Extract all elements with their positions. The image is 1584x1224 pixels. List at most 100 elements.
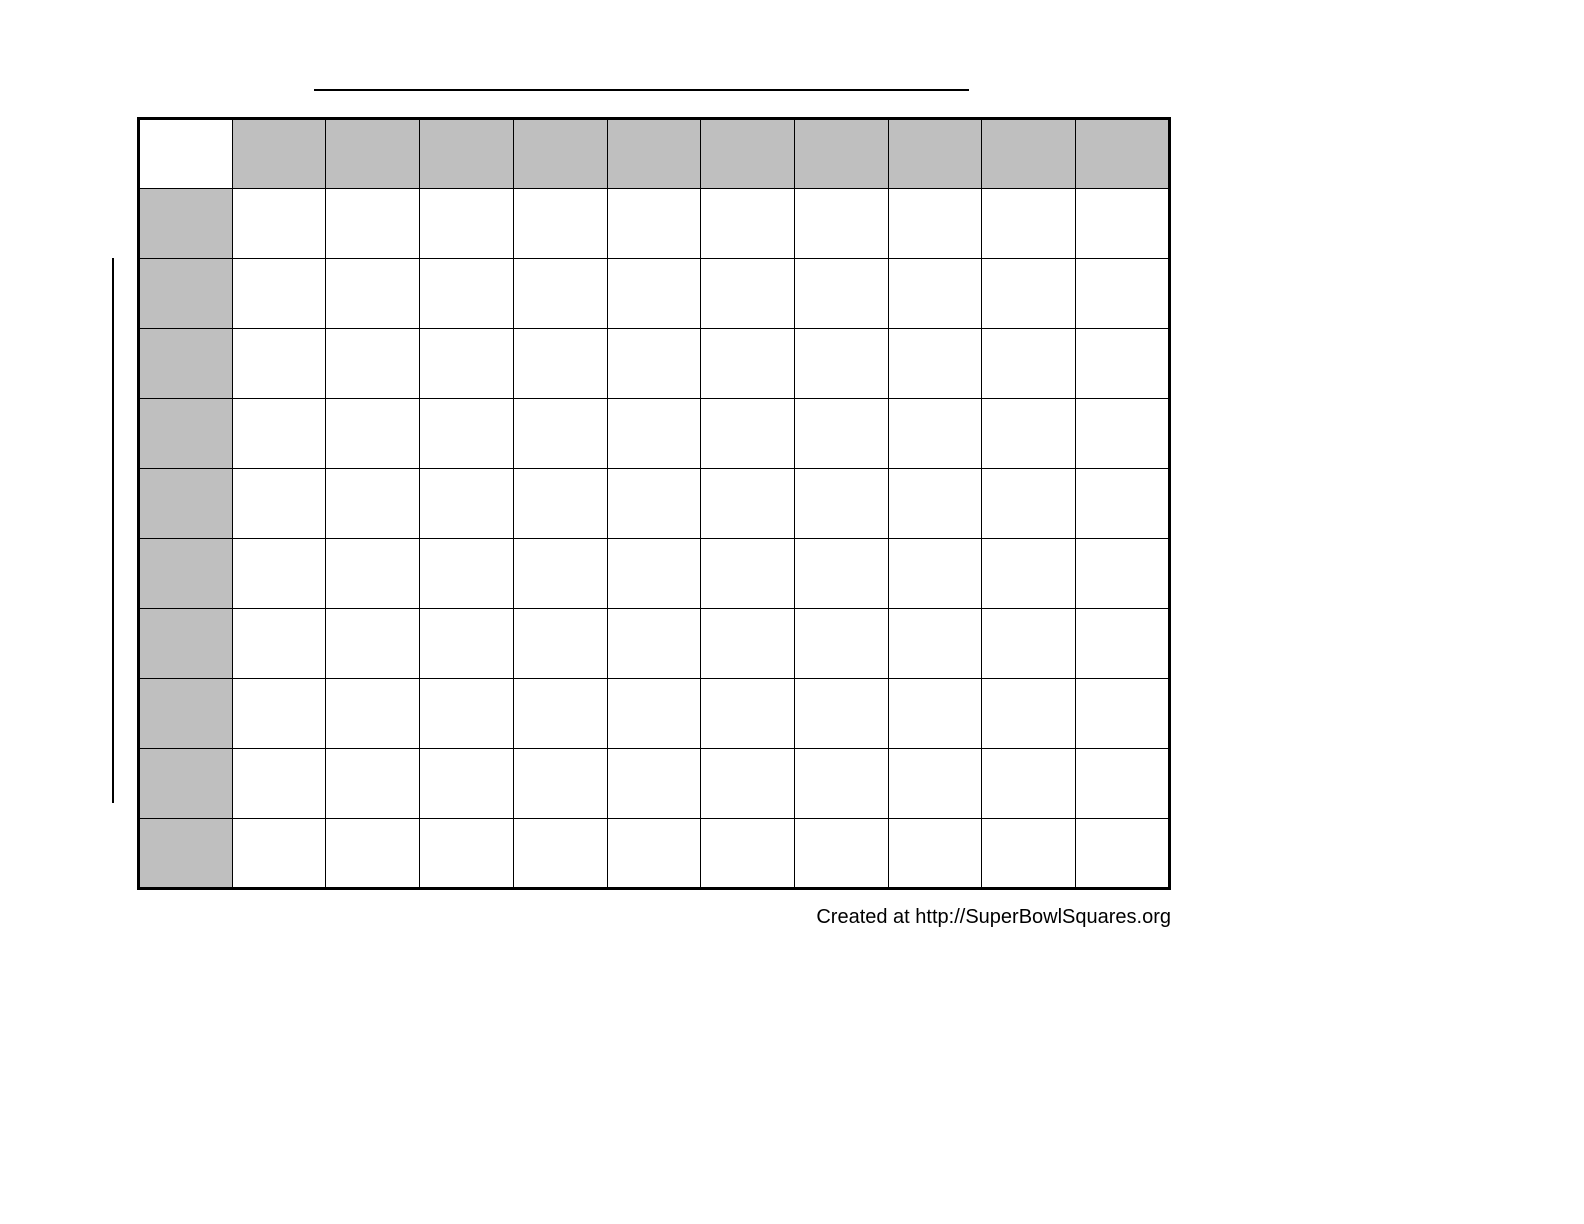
cell-8-10[interactable] [1076, 679, 1170, 749]
cell-1-10[interactable] [1076, 189, 1170, 259]
cell-5-9[interactable] [982, 469, 1076, 539]
cell-2-8[interactable] [888, 259, 982, 329]
cell-5-8[interactable] [888, 469, 982, 539]
cell-3-1[interactable] [232, 329, 326, 399]
cell-1-5[interactable] [607, 189, 701, 259]
cell-4-5[interactable] [607, 399, 701, 469]
cell-7-4[interactable] [513, 609, 607, 679]
row-header-2[interactable] [139, 259, 233, 329]
cell-3-10[interactable] [1076, 329, 1170, 399]
row-header-3[interactable] [139, 329, 233, 399]
cell-3-2[interactable] [326, 329, 420, 399]
cell-9-6[interactable] [701, 749, 795, 819]
cell-6-1[interactable] [232, 539, 326, 609]
col-header-9[interactable] [982, 119, 1076, 189]
col-header-2[interactable] [326, 119, 420, 189]
cell-3-4[interactable] [513, 329, 607, 399]
cell-9-3[interactable] [420, 749, 514, 819]
cell-8-7[interactable] [795, 679, 889, 749]
cell-10-2[interactable] [326, 819, 420, 889]
cell-3-6[interactable] [701, 329, 795, 399]
cell-7-9[interactable] [982, 609, 1076, 679]
cell-9-2[interactable] [326, 749, 420, 819]
cell-6-9[interactable] [982, 539, 1076, 609]
cell-3-8[interactable] [888, 329, 982, 399]
cell-7-8[interactable] [888, 609, 982, 679]
cell-2-9[interactable] [982, 259, 1076, 329]
cell-7-10[interactable] [1076, 609, 1170, 679]
cell-7-7[interactable] [795, 609, 889, 679]
row-header-7[interactable] [139, 609, 233, 679]
cell-7-2[interactable] [326, 609, 420, 679]
row-header-6[interactable] [139, 539, 233, 609]
cell-5-10[interactable] [1076, 469, 1170, 539]
cell-2-5[interactable] [607, 259, 701, 329]
cell-6-10[interactable] [1076, 539, 1170, 609]
cell-8-6[interactable] [701, 679, 795, 749]
cell-1-9[interactable] [982, 189, 1076, 259]
cell-3-3[interactable] [420, 329, 514, 399]
cell-8-5[interactable] [607, 679, 701, 749]
col-header-1[interactable] [232, 119, 326, 189]
cell-2-4[interactable] [513, 259, 607, 329]
cell-1-2[interactable] [326, 189, 420, 259]
col-header-6[interactable] [701, 119, 795, 189]
cell-10-9[interactable] [982, 819, 1076, 889]
cell-9-5[interactable] [607, 749, 701, 819]
cell-6-2[interactable] [326, 539, 420, 609]
cell-2-1[interactable] [232, 259, 326, 329]
cell-10-5[interactable] [607, 819, 701, 889]
cell-6-4[interactable] [513, 539, 607, 609]
cell-10-10[interactable] [1076, 819, 1170, 889]
cell-3-9[interactable] [982, 329, 1076, 399]
cell-2-2[interactable] [326, 259, 420, 329]
row-header-9[interactable] [139, 749, 233, 819]
col-header-5[interactable] [607, 119, 701, 189]
cell-1-1[interactable] [232, 189, 326, 259]
cell-9-9[interactable] [982, 749, 1076, 819]
cell-4-2[interactable] [326, 399, 420, 469]
cell-10-8[interactable] [888, 819, 982, 889]
cell-2-10[interactable] [1076, 259, 1170, 329]
cell-8-3[interactable] [420, 679, 514, 749]
col-header-7[interactable] [795, 119, 889, 189]
cell-9-1[interactable] [232, 749, 326, 819]
cell-10-4[interactable] [513, 819, 607, 889]
cell-1-6[interactable] [701, 189, 795, 259]
cell-10-1[interactable] [232, 819, 326, 889]
cell-8-2[interactable] [326, 679, 420, 749]
col-header-3[interactable] [420, 119, 514, 189]
row-header-4[interactable] [139, 399, 233, 469]
col-header-4[interactable] [513, 119, 607, 189]
cell-10-6[interactable] [701, 819, 795, 889]
cell-8-8[interactable] [888, 679, 982, 749]
cell-4-10[interactable] [1076, 399, 1170, 469]
cell-5-1[interactable] [232, 469, 326, 539]
row-header-10[interactable] [139, 819, 233, 889]
cell-9-4[interactable] [513, 749, 607, 819]
cell-4-8[interactable] [888, 399, 982, 469]
cell-7-3[interactable] [420, 609, 514, 679]
cell-3-5[interactable] [607, 329, 701, 399]
col-header-8[interactable] [888, 119, 982, 189]
cell-1-3[interactable] [420, 189, 514, 259]
row-header-8[interactable] [139, 679, 233, 749]
cell-1-4[interactable] [513, 189, 607, 259]
cell-5-4[interactable] [513, 469, 607, 539]
cell-8-9[interactable] [982, 679, 1076, 749]
cell-6-6[interactable] [701, 539, 795, 609]
cell-8-1[interactable] [232, 679, 326, 749]
cell-2-7[interactable] [795, 259, 889, 329]
cell-5-3[interactable] [420, 469, 514, 539]
cell-6-3[interactable] [420, 539, 514, 609]
cell-2-6[interactable] [701, 259, 795, 329]
cell-10-3[interactable] [420, 819, 514, 889]
cell-9-8[interactable] [888, 749, 982, 819]
cell-5-2[interactable] [326, 469, 420, 539]
col-header-10[interactable] [1076, 119, 1170, 189]
cell-7-5[interactable] [607, 609, 701, 679]
cell-4-3[interactable] [420, 399, 514, 469]
cell-7-1[interactable] [232, 609, 326, 679]
cell-2-3[interactable] [420, 259, 514, 329]
cell-4-4[interactable] [513, 399, 607, 469]
